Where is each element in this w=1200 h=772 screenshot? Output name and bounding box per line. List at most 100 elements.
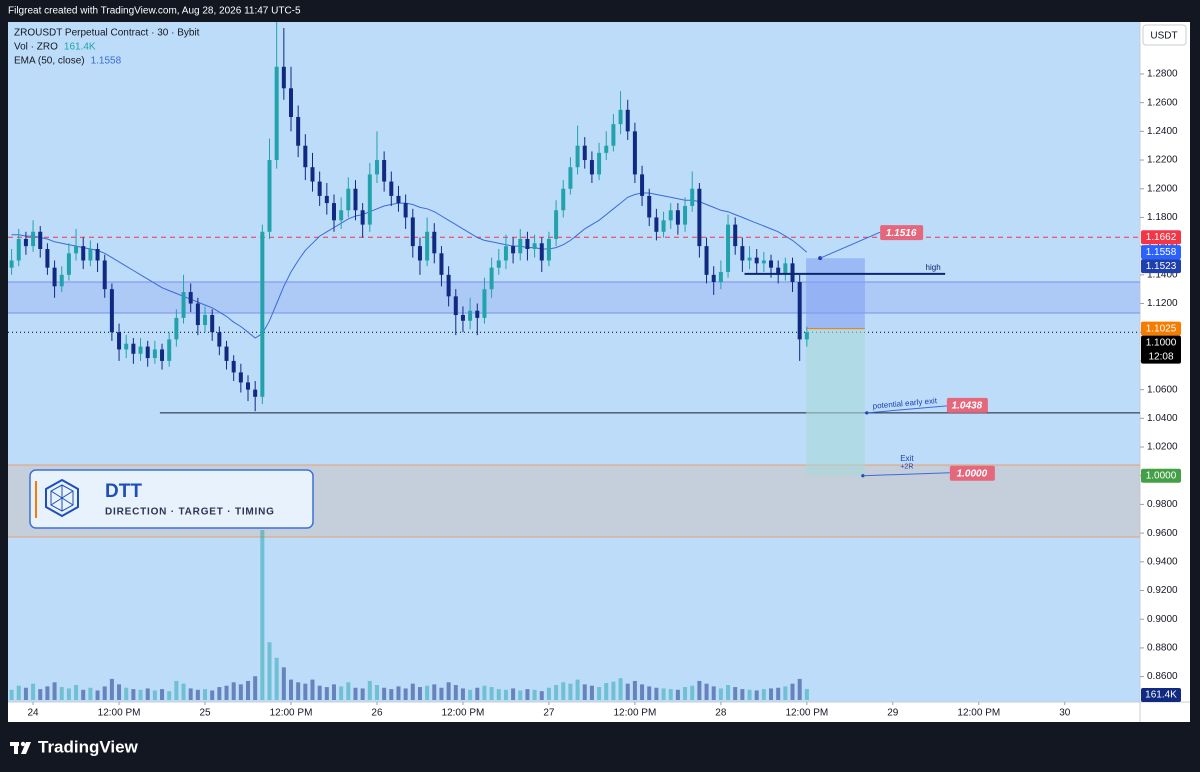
- volume-bar: [346, 682, 351, 700]
- candle-body: [74, 246, 79, 254]
- candle-body: [740, 246, 745, 261]
- x-tick-label: 12:00 PM: [98, 708, 141, 719]
- candle-body: [726, 224, 731, 272]
- candle-body: [661, 220, 666, 232]
- volume-bar: [303, 683, 308, 700]
- price-tag: [1141, 230, 1181, 245]
- candle-body: [217, 332, 222, 347]
- volume-bar: [31, 683, 36, 700]
- price-tag-label: 1.1000: [1146, 337, 1177, 348]
- volume-bar: [740, 689, 745, 700]
- volume-bar: [374, 685, 379, 700]
- volume-bar: [804, 689, 809, 700]
- candle-body: [468, 310, 473, 321]
- y-tick-label: 1.2400: [1147, 126, 1178, 137]
- volume-bar: [790, 683, 795, 700]
- volume-bar: [468, 689, 473, 700]
- volume-bar: [23, 687, 28, 700]
- candle-body: [81, 246, 86, 261]
- candle-body: [66, 253, 71, 275]
- x-tick-label: 12:00 PM: [270, 708, 313, 719]
- candle-body: [525, 238, 530, 250]
- candle-body: [274, 66, 279, 161]
- candle-body: [23, 238, 28, 247]
- volume-bar: [453, 685, 458, 700]
- candle-body: [224, 346, 229, 361]
- volume-bar: [561, 682, 566, 700]
- candle-body: [9, 260, 14, 268]
- stop-label-box: [880, 225, 924, 241]
- candle-body: [668, 210, 673, 221]
- candle-body: [611, 124, 616, 146]
- candle-body: [253, 389, 258, 397]
- time-axis: [8, 702, 1140, 722]
- candle-body: [718, 271, 723, 283]
- candle-body: [697, 188, 702, 247]
- volume-bar: [253, 676, 258, 700]
- currency-box[interactable]: [1142, 24, 1187, 46]
- candle-body: [160, 349, 165, 361]
- volume-bar: [747, 689, 752, 700]
- volume-bar: [769, 688, 774, 700]
- x-tick-label: 28: [715, 708, 727, 719]
- candle-body: [317, 181, 322, 196]
- volume-bar: [289, 679, 293, 700]
- early-exit-label: 1.0438: [952, 401, 983, 412]
- brand-logo: [10, 741, 31, 754]
- connector: [819, 231, 881, 259]
- price-tag-countdown: 12:08: [1148, 351, 1173, 362]
- volume-bar: [754, 690, 759, 700]
- candle-body: [289, 88, 293, 117]
- candle-body: [45, 249, 50, 268]
- volume-bar: [353, 687, 358, 700]
- chart-pane: [8, 22, 1140, 702]
- currency: USDT: [1150, 31, 1177, 42]
- volume-bar: [131, 689, 136, 700]
- price-tag-label: 1.1025: [1146, 323, 1177, 334]
- volume-bar: [324, 687, 329, 700]
- x-tick-label: 26: [371, 708, 383, 719]
- volume-bar: [568, 683, 573, 700]
- candle-body: [804, 332, 809, 340]
- volume-bar: [267, 642, 272, 700]
- candle-body: [353, 188, 358, 211]
- brand: TradingView: [38, 737, 139, 756]
- candle-body: [503, 246, 508, 261]
- candle-body: [124, 343, 129, 350]
- candle-body: [511, 246, 516, 254]
- candle-body: [117, 332, 122, 350]
- candle-body: [518, 238, 523, 254]
- candle-body: [31, 231, 36, 247]
- y-tick-label: 0.8800: [1147, 643, 1178, 654]
- volume-bar: [582, 684, 587, 700]
- volume-bar: [274, 657, 279, 700]
- candle-body: [561, 188, 566, 211]
- volume-bar: [761, 689, 766, 700]
- volume-bar: [539, 691, 544, 700]
- candle-body: [446, 274, 451, 297]
- volume-bar: [460, 688, 465, 700]
- x-tick-label: 25: [199, 708, 211, 719]
- candle-body: [138, 346, 143, 354]
- price-tag-label: 1.1662: [1146, 232, 1177, 243]
- volume-bar: [74, 685, 79, 700]
- candle-body: [403, 203, 408, 218]
- volume-bar: [217, 687, 222, 700]
- x-tick-label: 27: [543, 708, 555, 719]
- candle-body: [396, 195, 401, 204]
- volume-bar: [589, 685, 594, 700]
- candle-body: [281, 66, 286, 89]
- volume-bar: [640, 684, 645, 700]
- candle-body: [102, 260, 107, 290]
- volume-bar: [496, 689, 501, 700]
- connector: [866, 405, 947, 414]
- y-tick-label: 1.2200: [1147, 155, 1178, 166]
- volume-bar: [683, 687, 688, 700]
- candle-body: [675, 210, 680, 225]
- y-tick-label: 0.8600: [1147, 671, 1178, 682]
- volume-bar: [618, 678, 623, 700]
- candle-body: [410, 217, 415, 247]
- candle-body: [231, 360, 236, 373]
- candle-body: [475, 310, 480, 318]
- volume-bar: [389, 689, 394, 700]
